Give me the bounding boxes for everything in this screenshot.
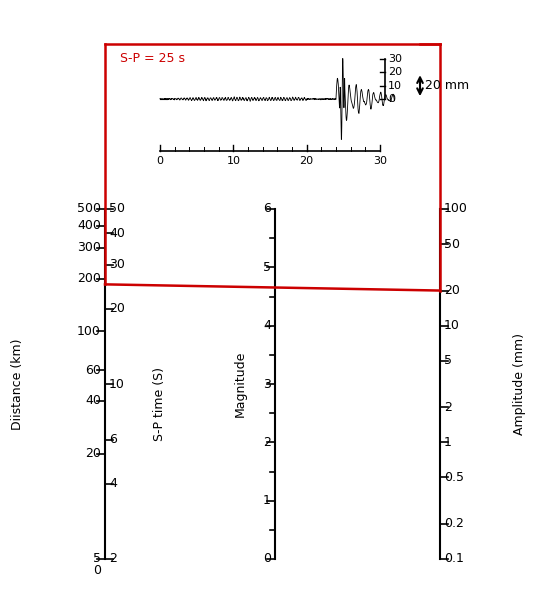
Text: S-P time (S): S-P time (S) (153, 367, 167, 441)
Text: 200: 200 (77, 272, 101, 285)
Text: 300: 300 (77, 241, 101, 254)
Text: 100: 100 (444, 203, 468, 216)
Text: Magnitude: Magnitude (234, 351, 246, 417)
Text: Diistance (km): Diistance (km) (12, 338, 25, 430)
Text: 20: 20 (109, 302, 125, 315)
Text: 30: 30 (373, 156, 387, 166)
Text: 500: 500 (77, 203, 101, 216)
Text: 10: 10 (227, 156, 240, 166)
Text: 20: 20 (444, 284, 460, 297)
Text: 5: 5 (93, 552, 101, 565)
Text: 10: 10 (444, 319, 460, 332)
Text: 400: 400 (77, 220, 101, 233)
Text: 1: 1 (263, 494, 271, 507)
Text: 1: 1 (444, 436, 452, 449)
Text: 20: 20 (85, 447, 101, 460)
Text: 40: 40 (109, 227, 125, 240)
Text: 20: 20 (388, 67, 402, 77)
Text: 6: 6 (109, 433, 117, 446)
Text: 2: 2 (109, 552, 117, 565)
Text: 0.1: 0.1 (444, 552, 464, 565)
Text: 20: 20 (300, 156, 313, 166)
Text: 30: 30 (109, 258, 125, 271)
Text: Amplitude (mm): Amplitude (mm) (514, 333, 526, 435)
Text: 0: 0 (157, 156, 163, 166)
Text: 50: 50 (109, 203, 125, 216)
Text: 30: 30 (388, 54, 402, 64)
Text: 0: 0 (93, 564, 101, 577)
Text: 50: 50 (444, 237, 460, 251)
Text: S-P = 25 s: S-P = 25 s (120, 52, 185, 65)
Text: 3: 3 (263, 378, 271, 391)
Text: 20 mm: 20 mm (425, 79, 469, 92)
Text: 2: 2 (263, 436, 271, 449)
Text: 10: 10 (109, 378, 125, 391)
Text: 40: 40 (85, 395, 101, 408)
Text: 6: 6 (263, 203, 271, 216)
Text: 100: 100 (77, 325, 101, 338)
Text: 0: 0 (388, 94, 395, 104)
Text: 0: 0 (263, 552, 271, 565)
Text: 2: 2 (444, 401, 452, 413)
Text: 4: 4 (263, 319, 271, 332)
Text: 60: 60 (85, 363, 101, 376)
Text: 5: 5 (263, 261, 271, 274)
Text: 10: 10 (388, 81, 402, 91)
Text: 0.2: 0.2 (444, 517, 464, 530)
Text: 5: 5 (444, 355, 452, 368)
Text: 4: 4 (109, 477, 117, 490)
Text: 0.5: 0.5 (444, 471, 464, 484)
